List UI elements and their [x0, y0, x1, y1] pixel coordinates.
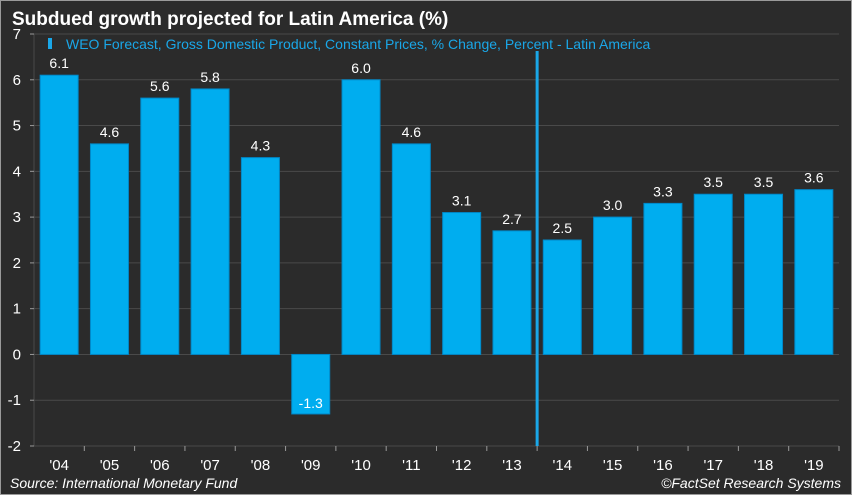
x-tick-label: '06	[150, 457, 170, 474]
x-tick-label: '10	[351, 457, 371, 474]
y-tick-label: 6	[13, 72, 21, 89]
y-tick-label: -1	[8, 392, 21, 409]
data-label: 3.6	[804, 170, 824, 186]
data-label: 3.3	[653, 183, 673, 199]
data-label: 4.6	[402, 124, 422, 140]
data-label: 3.1	[452, 193, 472, 209]
data-label: 2.7	[502, 211, 522, 227]
y-tick-label: 1	[13, 301, 21, 318]
bar	[542, 239, 582, 355]
bar	[492, 230, 532, 355]
data-label: 3.5	[703, 174, 723, 190]
bar	[341, 79, 381, 355]
data-label: 4.6	[100, 124, 120, 140]
x-tick-label: '04	[49, 457, 69, 474]
data-label: -1.3	[299, 395, 323, 411]
bar	[744, 193, 784, 355]
x-tick-label: '15	[603, 457, 623, 474]
data-label: 3.5	[754, 174, 774, 190]
y-tick-label: 3	[13, 209, 21, 226]
y-tick-label: -2	[8, 438, 21, 455]
bar	[89, 143, 129, 355]
x-tick-label: '13	[502, 457, 522, 474]
bar-series	[39, 74, 834, 415]
y-tick-label: 7	[13, 26, 21, 43]
x-tick-label: '11	[402, 457, 420, 474]
data-label: 2.5	[553, 220, 573, 236]
bar	[190, 88, 230, 355]
data-label: 6.1	[49, 55, 69, 71]
x-tick-label: '16	[653, 457, 673, 474]
bar	[693, 193, 733, 355]
x-tick-label: '08	[251, 457, 271, 474]
y-tick-label: 5	[13, 118, 21, 135]
x-tick-label: '17	[703, 457, 723, 474]
bar	[291, 353, 331, 415]
x-tick-label: '12	[452, 457, 472, 474]
x-tick-label: '05	[100, 457, 120, 474]
legend-label: WEO Forecast, Gross Domestic Product, Co…	[66, 36, 651, 52]
source-note: Source: International Monetary Fund	[10, 475, 238, 491]
y-tick-label: 2	[13, 255, 21, 272]
data-label: 4.3	[251, 138, 271, 154]
credit-note: ©FactSet Research Systems	[661, 475, 841, 491]
x-axis: '04 '05 '06 '07 '08 '09 '10 '11 '12 '13 '14 '15 '16 '…	[49, 446, 840, 474]
bar	[240, 157, 280, 355]
x-tick-label: '09	[301, 457, 321, 474]
y-axis: 7 6 5 4 3 2 1 0 -1 -2	[8, 26, 34, 455]
x-tick-label: '18	[754, 457, 774, 474]
bar	[39, 74, 79, 355]
data-label: 5.6	[150, 78, 170, 94]
x-tick-label: '19	[804, 457, 824, 474]
data-label: 5.8	[200, 69, 220, 85]
legend-swatch	[48, 38, 52, 49]
bar	[140, 97, 180, 355]
chart-title: Subdued growth projected for Latin Ameri…	[12, 9, 448, 30]
bar	[391, 143, 431, 355]
y-tick-label: 4	[13, 163, 21, 180]
x-tick-label: '07	[200, 457, 220, 474]
bar	[643, 202, 683, 355]
data-label: 3.0	[603, 197, 623, 213]
x-tick-label: '14	[553, 457, 573, 474]
data-label: 6.0	[351, 60, 371, 76]
bar	[442, 212, 482, 355]
bar	[593, 216, 633, 355]
y-tick-label: 0	[13, 346, 21, 363]
data-labels: 6.1 4.6 5.6 5.8 4.3 -1.3 6.0 4.6 3.1 2.7 2.5 3.0 3.3…	[49, 55, 823, 411]
bar	[794, 189, 834, 355]
